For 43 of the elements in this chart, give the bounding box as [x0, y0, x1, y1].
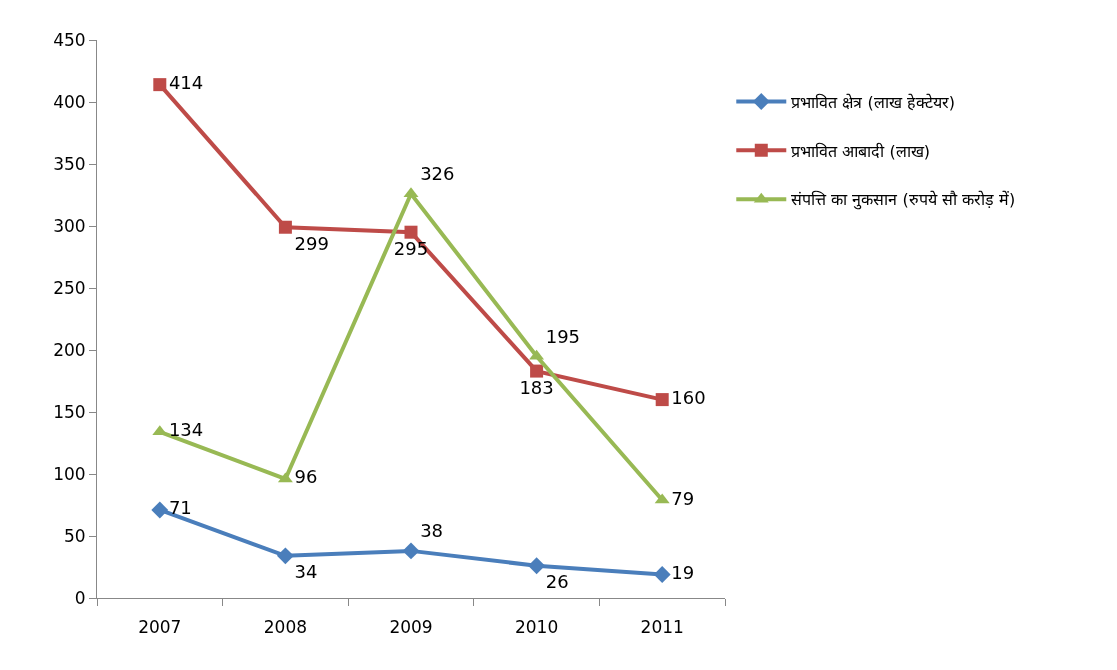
data-label: 38 [420, 520, 444, 542]
legend-label: प्रभावित क्षेत्र (लाख हेक्टेयर) [791, 92, 956, 112]
data-label: 299 [294, 232, 329, 254]
data-label: 134 [168, 419, 204, 441]
legend-label: प्रभावित आबादी (लाख) [791, 141, 930, 161]
data-label: 79 [671, 487, 695, 509]
x-tick-label: 2008 [263, 617, 308, 638]
point [278, 220, 292, 234]
point [404, 225, 418, 239]
y-tick-label: 200 [53, 339, 86, 360]
data-label: 183 [519, 376, 554, 398]
point [530, 364, 544, 378]
data-label: 19 [671, 561, 695, 583]
data-label: 26 [545, 571, 569, 593]
point [655, 393, 669, 407]
x-tick-label: 2010 [514, 617, 559, 638]
x-tick-label: 2011 [640, 617, 684, 638]
x-tick-label: 2007 [138, 617, 182, 638]
y-tick-label: 450 [53, 29, 86, 50]
point [276, 547, 294, 565]
y-tick-label: 50 [63, 525, 86, 546]
legend-label: संपत्ति का नुकसान (रुपये सौ करोड़ में) [791, 190, 1016, 211]
y-tick-label: 400 [53, 91, 86, 112]
y-tick-label: 250 [53, 277, 86, 298]
data-label: 34 [294, 561, 318, 583]
y-tick-label: 0 [74, 587, 86, 608]
y-tick-label: 150 [53, 401, 86, 422]
data-label: 414 [168, 72, 204, 94]
x-tick-label: 2009 [389, 617, 433, 638]
point [653, 565, 671, 583]
data-label: 96 [294, 466, 318, 488]
data-label: 195 [545, 325, 581, 347]
y-tick-label: 100 [53, 463, 86, 484]
data-label: 326 [420, 163, 455, 185]
point [151, 501, 169, 519]
data-label: 295 [393, 237, 429, 259]
data-label: 71 [168, 497, 192, 519]
y-tick-label: 300 [53, 215, 86, 236]
point [153, 78, 167, 92]
point [528, 557, 546, 575]
y-tick-label: 350 [53, 153, 86, 174]
data-label: 160 [671, 387, 706, 409]
point [402, 542, 420, 560]
